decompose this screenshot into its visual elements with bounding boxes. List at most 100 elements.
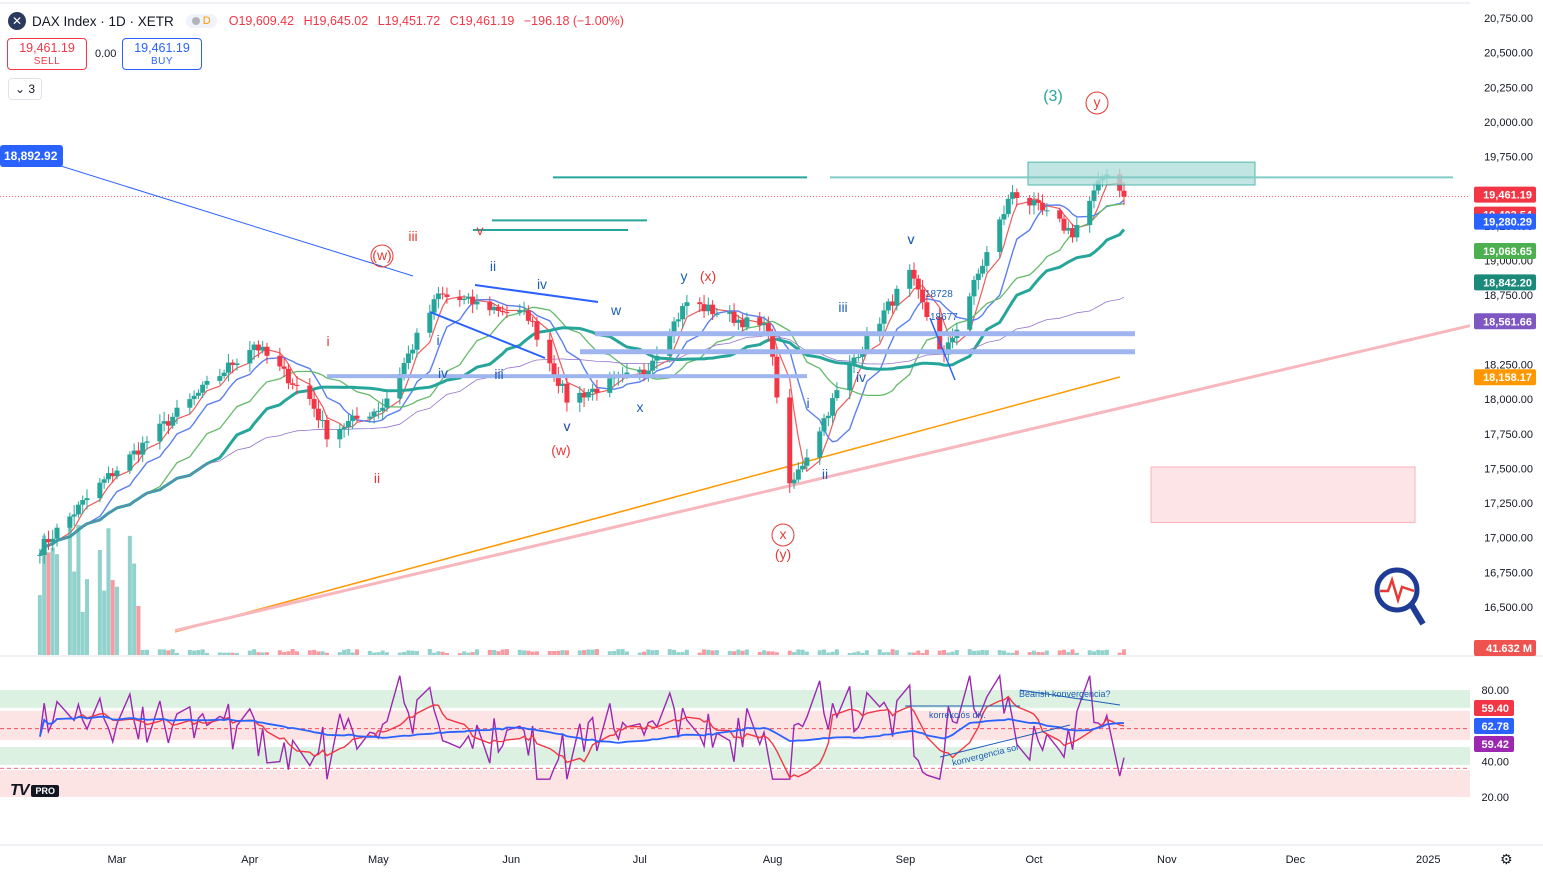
- candle-body: [281, 366, 287, 369]
- candle-body: [637, 369, 643, 373]
- volume-bar: [980, 649, 985, 655]
- volume-bar: [1027, 652, 1032, 655]
- volume-bar: [290, 649, 295, 655]
- y-tick-label: 20,000.00: [1484, 117, 1533, 129]
- candle-body: [525, 310, 531, 321]
- candle-body: [787, 397, 793, 484]
- candle-body: [255, 344, 261, 351]
- wedge-2: [929, 317, 956, 381]
- volume-bar: [864, 650, 869, 655]
- support-zone: [1150, 466, 1416, 523]
- candle-body: [114, 470, 120, 477]
- candle-body: [907, 269, 913, 289]
- symbol-title[interactable]: DAX Index · 1D · XETR: [32, 13, 174, 29]
- volume-bar: [534, 651, 539, 655]
- volume-bar: [76, 524, 81, 655]
- status-dot-icon: [191, 17, 200, 25]
- sell-price: 19,461.19: [19, 41, 75, 55]
- volume-bar: [1070, 649, 1075, 655]
- candle-body: [654, 355, 660, 361]
- candle-body: [1001, 214, 1007, 220]
- candle-body: [414, 332, 420, 350]
- volume-bar: [1032, 650, 1036, 655]
- price-tag-bg: [1474, 274, 1536, 291]
- volume-bar: [504, 649, 509, 655]
- volume-bar: [727, 650, 732, 655]
- wave-label-blue: iv: [438, 365, 448, 381]
- gear-icon[interactable]: ⚙: [1500, 851, 1513, 867]
- candle-body: [890, 301, 896, 306]
- candle-body: [495, 306, 501, 311]
- candle-body: [367, 416, 373, 419]
- volume-bar: [972, 650, 977, 655]
- rsi-tag-bg: [1474, 700, 1514, 716]
- candle-body: [885, 301, 891, 311]
- candle-body: [671, 321, 677, 337]
- volume-bar: [792, 652, 797, 655]
- candle-body: [75, 504, 81, 515]
- tradingview-logo[interactable]: TV PRO: [10, 782, 59, 800]
- candle-body: [804, 457, 810, 466]
- wave-label-red: (w): [551, 442, 570, 458]
- candle-body: [470, 296, 476, 305]
- volume-bar: [667, 649, 672, 655]
- volume-bar: [110, 580, 115, 655]
- candle-body: [1065, 228, 1071, 231]
- level-label-2: 18677: [930, 312, 958, 323]
- wave-label-blue: y: [681, 268, 688, 284]
- candle-body: [1121, 190, 1127, 197]
- price-tag-bg: [1474, 213, 1536, 230]
- chevron-down-icon: ⌄: [14, 82, 26, 96]
- volume-bar: [714, 650, 719, 655]
- x-tick-label: Jun: [502, 854, 520, 866]
- volume-bar: [247, 650, 252, 655]
- candle-body: [157, 423, 163, 442]
- buy-button[interactable]: 19,461.19 BUY: [122, 38, 202, 70]
- sell-button[interactable]: 19,461.19 SELL: [7, 38, 87, 70]
- candle-body: [740, 319, 746, 328]
- market-status-pill[interactable]: D: [185, 14, 217, 28]
- indicators-collapse-button[interactable]: ⌄ 3: [8, 78, 42, 100]
- candle-body: [834, 390, 840, 399]
- candle-body: [217, 376, 223, 381]
- volume-bar: [517, 649, 522, 655]
- candle-body: [667, 336, 673, 356]
- wave-label-red: i: [326, 333, 329, 349]
- candle-body: [1091, 190, 1097, 201]
- volume-bar: [822, 649, 827, 655]
- volume-bar: [684, 649, 689, 655]
- volume-bar: [187, 649, 192, 655]
- volume-bar: [612, 651, 617, 655]
- candle-body: [131, 450, 137, 455]
- wave-label-red: x: [780, 526, 787, 542]
- candle-body: [920, 289, 926, 303]
- candle-body: [504, 312, 510, 314]
- volume-bar: [337, 652, 342, 655]
- volume-bar: [402, 651, 407, 655]
- wave-label-red: (w): [372, 247, 391, 263]
- volume-bar: [942, 649, 947, 655]
- candle-body: [500, 310, 506, 313]
- candle-body: [200, 384, 206, 393]
- candle-body: [165, 421, 171, 426]
- wave-circle: [771, 523, 795, 547]
- volume-bar: [1104, 649, 1109, 655]
- candle-body: [980, 265, 986, 274]
- wave-label-blue: iv: [537, 276, 547, 292]
- rsi-tag-label: 62.78: [1481, 721, 1509, 733]
- y-tick-label: 20,500.00: [1484, 48, 1533, 60]
- volume-bar: [560, 650, 565, 655]
- candle-body: [684, 302, 690, 307]
- x-tick-label: May: [368, 854, 389, 866]
- volume-bar: [852, 652, 857, 655]
- volume-bar: [487, 649, 492, 655]
- volume-bar: [46, 552, 51, 655]
- volume-bar: [50, 547, 55, 655]
- candle-body: [410, 349, 416, 354]
- volume-bar: [556, 650, 561, 655]
- volume-bar: [877, 649, 882, 655]
- volume-bar: [646, 649, 651, 655]
- wedge-upper: [474, 284, 599, 303]
- y-tick-label: 16,750.00: [1484, 567, 1533, 579]
